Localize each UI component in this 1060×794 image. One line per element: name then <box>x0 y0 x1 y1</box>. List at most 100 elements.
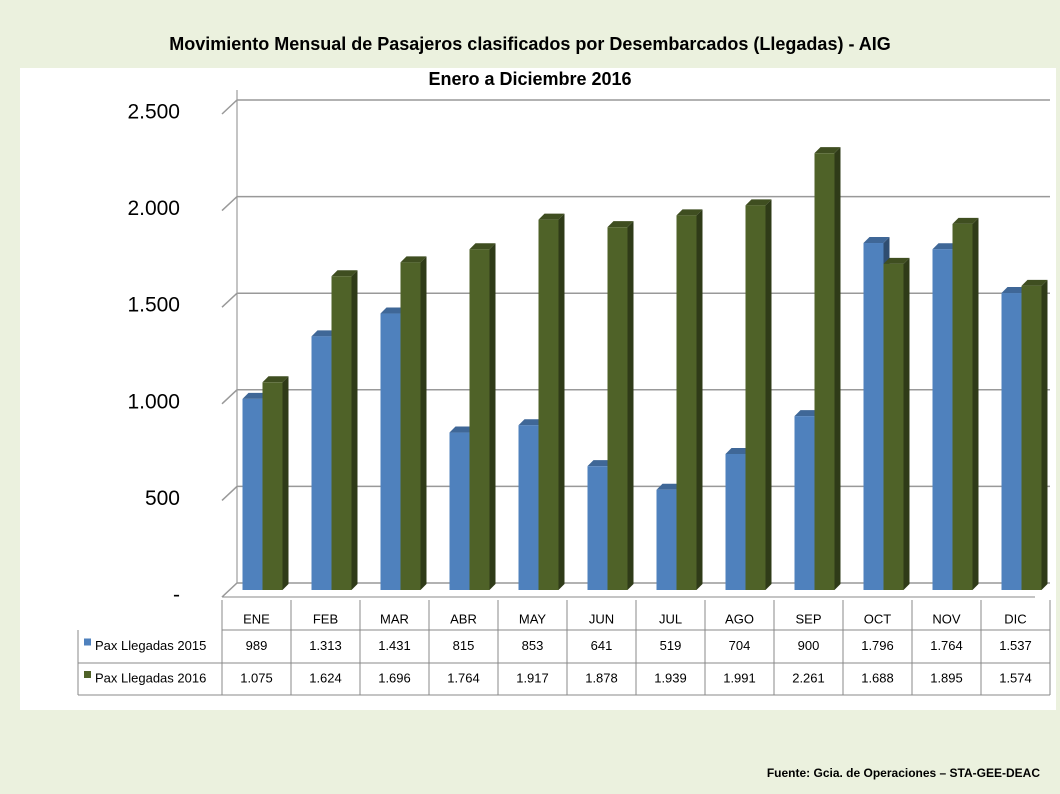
x-tick-label: JUL <box>659 611 682 626</box>
data-label: 1.991 <box>723 670 756 685</box>
data-label: 1.574 <box>999 670 1032 685</box>
bar-top <box>932 243 959 250</box>
bar <box>587 466 608 590</box>
bar <box>380 313 401 590</box>
data-label: 1.796 <box>861 638 894 653</box>
data-label: 519 <box>660 638 682 653</box>
x-tick-label: AGO <box>725 611 754 626</box>
bar <box>311 336 332 590</box>
bar-top <box>518 419 545 426</box>
data-label: 1.895 <box>930 670 963 685</box>
x-tick-label: FEB <box>313 611 338 626</box>
data-label: 900 <box>798 638 820 653</box>
bar-side <box>903 257 910 590</box>
x-tick-label: NOV <box>932 611 961 626</box>
data-label: 1.878 <box>585 670 618 685</box>
x-tick-label: DIC <box>1004 611 1026 626</box>
bar <box>725 453 746 590</box>
bar-side <box>558 213 565 590</box>
bar-side <box>351 270 358 590</box>
bar <box>676 215 697 590</box>
x-tick-label: OCT <box>864 611 892 626</box>
grid-line <box>221 485 1050 501</box>
bar <box>656 489 677 590</box>
y-tick-label: - <box>173 584 180 607</box>
data-label: 1.313 <box>309 638 342 653</box>
bar-top <box>311 330 338 337</box>
bar-top <box>1001 287 1028 294</box>
y-tick-label: 1.500 <box>127 294 180 317</box>
bar-top <box>449 426 476 433</box>
bar-top <box>725 447 752 454</box>
data-label: 1.624 <box>309 670 342 685</box>
x-tick-label: MAR <box>380 611 409 626</box>
bar-top <box>242 392 269 399</box>
x-tick-label: SEP <box>795 611 821 626</box>
bar <box>952 223 973 591</box>
data-label: 1.764 <box>447 670 480 685</box>
bar-top <box>745 199 772 206</box>
y-tick-label: 500 <box>145 487 180 510</box>
data-label: 815 <box>453 638 475 653</box>
legend-swatch <box>84 671 91 678</box>
bar-top <box>863 237 890 244</box>
legend-label: Pax Llegadas 2015 <box>95 638 206 653</box>
bar <box>1001 293 1022 590</box>
bar-top <box>587 460 614 467</box>
bar-side <box>834 147 841 590</box>
bar-top <box>469 243 496 250</box>
bar <box>863 243 884 590</box>
grid-line <box>221 99 1050 115</box>
data-label: 1.917 <box>516 670 549 685</box>
bar-side <box>1041 279 1048 590</box>
bar <box>814 153 835 590</box>
bar-side <box>765 199 772 590</box>
bar-top <box>656 483 683 490</box>
bar-top <box>883 257 910 264</box>
bar-top <box>380 307 407 314</box>
legend-label: Pax Llegadas 2016 <box>95 670 206 685</box>
bar-top <box>400 256 427 263</box>
bar <box>794 416 815 590</box>
bar <box>745 205 766 590</box>
y-tick-label: 2.500 <box>127 101 180 124</box>
bar-top <box>794 410 821 417</box>
bar-top <box>607 221 634 228</box>
bar-side <box>282 376 289 590</box>
bar <box>262 382 283 590</box>
bar-top <box>1021 279 1048 286</box>
x-tick-label: ENE <box>243 611 270 626</box>
data-label: 1.939 <box>654 670 687 685</box>
bar-side <box>627 221 634 590</box>
x-tick-label: JUN <box>589 611 614 626</box>
bar-top <box>262 376 289 383</box>
bar-top <box>676 209 703 216</box>
bar <box>331 276 352 590</box>
data-label: 1.764 <box>930 638 963 653</box>
bar <box>932 249 953 591</box>
bar-side <box>420 256 427 590</box>
data-label: 1.431 <box>378 638 411 653</box>
bar-top <box>331 270 358 277</box>
data-label: 853 <box>522 638 544 653</box>
bar-side <box>972 217 979 591</box>
bar <box>242 398 263 590</box>
x-tick-label: MAY <box>519 611 547 626</box>
y-tick-label: 2.000 <box>127 197 180 220</box>
legend-swatch <box>84 638 91 646</box>
bar-side <box>696 209 703 590</box>
grid-line <box>221 195 1050 212</box>
data-label: 1.537 <box>999 638 1032 653</box>
data-label: 989 <box>246 638 268 653</box>
bar <box>538 219 559 590</box>
bar <box>607 227 628 590</box>
bar <box>400 262 421 590</box>
bar-top <box>952 217 979 224</box>
data-label: 641 <box>591 638 613 653</box>
chart-subtitle: Enero a Diciembre 2016 <box>428 69 631 89</box>
bar-top <box>814 147 841 154</box>
grid-line <box>221 582 1050 598</box>
bar-side <box>489 243 496 591</box>
bar <box>449 432 470 590</box>
